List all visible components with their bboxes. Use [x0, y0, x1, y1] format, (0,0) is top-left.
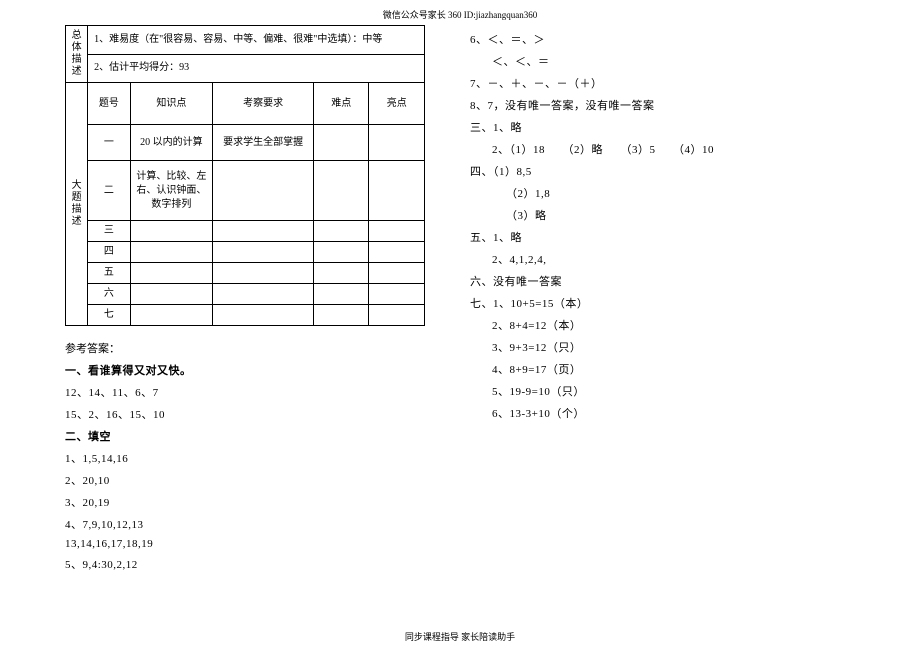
- sec2-l6b: ＜、＜、＝: [470, 53, 855, 69]
- row6-kp: [130, 284, 213, 305]
- row6-num: 六: [88, 284, 130, 305]
- sec1-title: 一、看谁算得又对又快。: [65, 362, 450, 378]
- row2-kp: 计算、比较、左右、认识钟面、数字排列: [130, 161, 213, 221]
- answers-title: 参考答案：: [65, 340, 450, 356]
- sec2-l4b: 13,14,16,17,18,19: [65, 538, 450, 550]
- sec3-title: 三、1、略: [470, 119, 855, 135]
- row1-hl: [369, 125, 425, 161]
- row4-num: 四: [88, 242, 130, 263]
- sec2-title: 二、填空: [65, 428, 450, 444]
- row3-kp: [130, 221, 213, 242]
- sec2-l4: 4、7,9,10,12,13: [65, 516, 450, 532]
- left-column: 总体描述 1、难易度（在"很容易、容易、中等、偏难、很难"中选填）：中等 2、估…: [55, 25, 460, 572]
- col-req: 考察要求: [213, 83, 314, 125]
- row7-kp: [130, 305, 213, 326]
- row7-req: [213, 305, 314, 326]
- page-header: 微信公众号家长 360 ID:jiazhangquan360: [0, 0, 920, 25]
- sec7-title: 七、1、10+5=15（本）: [470, 295, 855, 311]
- sec1-l1: 12、14、11、6、7: [65, 384, 450, 400]
- row7-num: 七: [88, 305, 130, 326]
- page-footer: 同步课程指导 家长陪读助手: [0, 630, 920, 643]
- row4-req: [213, 242, 314, 263]
- sec2-l7: 7、－、＋、－、－（＋）: [470, 75, 855, 91]
- content-columns: 总体描述 1、难易度（在"很容易、容易、中等、偏难、很难"中选填）：中等 2、估…: [0, 25, 920, 572]
- row2-diff: [314, 161, 369, 221]
- sec7-l5: 5、19-9=10（只）: [470, 383, 855, 399]
- col-hl: 亮点: [369, 83, 425, 125]
- row5-req: [213, 263, 314, 284]
- row2-req: [213, 161, 314, 221]
- right-column: 6、＜、＝、＞ ＜、＜、＝ 7、－、＋、－、－（＋） 8、7，没有唯一答案，没有…: [460, 25, 865, 572]
- summary-row1: 1、难易度（在"很容易、容易、中等、偏难、很难"中选填）：中等: [88, 26, 425, 55]
- row1-req: 要求学生全部掌握: [213, 125, 314, 161]
- col-qnum: 题号: [88, 83, 130, 125]
- sec2-l1: 1、1,5,14,16: [65, 450, 450, 466]
- row7-hl: [369, 305, 425, 326]
- row2-num: 二: [88, 161, 130, 221]
- col-kp: 知识点: [130, 83, 213, 125]
- row3-diff: [314, 221, 369, 242]
- row5-hl: [369, 263, 425, 284]
- row4-diff: [314, 242, 369, 263]
- sec2-l5: 5、9,4:30,2,12: [65, 556, 450, 572]
- sec3-l2: 2、（1）18 （2）略 （3）5 （4）10: [470, 141, 855, 157]
- row2-hl: [369, 161, 425, 221]
- row3-num: 三: [88, 221, 130, 242]
- sec7-l4: 4、8+9=17（页）: [470, 361, 855, 377]
- row1-num: 一: [88, 125, 130, 161]
- sec4-l2: （2）1,8: [470, 185, 855, 201]
- sec7-l3: 3、9+3=12（只）: [470, 339, 855, 355]
- sec5-l2: 2、4,1,2,4,: [470, 251, 855, 267]
- row3-hl: [369, 221, 425, 242]
- col-diff: 难点: [314, 83, 369, 125]
- row4-kp: [130, 242, 213, 263]
- row5-kp: [130, 263, 213, 284]
- row6-req: [213, 284, 314, 305]
- description-table: 总体描述 1、难易度（在"很容易、容易、中等、偏难、很难"中选填）：中等 2、估…: [65, 25, 425, 326]
- sec7-l2: 2、8+4=12（本）: [470, 317, 855, 333]
- sec5-title: 五、1、略: [470, 229, 855, 245]
- row1-diff: [314, 125, 369, 161]
- sec4-l3: （3）略: [470, 207, 855, 223]
- sec6: 六、没有唯一答案: [470, 273, 855, 289]
- row6-diff: [314, 284, 369, 305]
- row7-diff: [314, 305, 369, 326]
- row5-num: 五: [88, 263, 130, 284]
- summary-label: 总体描述: [66, 26, 88, 83]
- sec4-title: 四、（1）8,5: [470, 163, 855, 179]
- summary-row2: 2、估计平均得分：93: [88, 54, 425, 83]
- sec2-l6a: 6、＜、＝、＞: [470, 31, 855, 47]
- row3-req: [213, 221, 314, 242]
- row4-hl: [369, 242, 425, 263]
- row1-kp: 20 以内的计算: [130, 125, 213, 161]
- row5-diff: [314, 263, 369, 284]
- row6-hl: [369, 284, 425, 305]
- sec2-l8: 8、7，没有唯一答案，没有唯一答案: [470, 97, 855, 113]
- detail-label: 大题描述: [66, 83, 88, 326]
- sec7-l6: 6、13-3+10（个）: [470, 405, 855, 421]
- sec2-l3: 3、20,19: [65, 494, 450, 510]
- sec2-l2: 2、20,10: [65, 472, 450, 488]
- sec1-l2: 15、2、16、15、10: [65, 406, 450, 422]
